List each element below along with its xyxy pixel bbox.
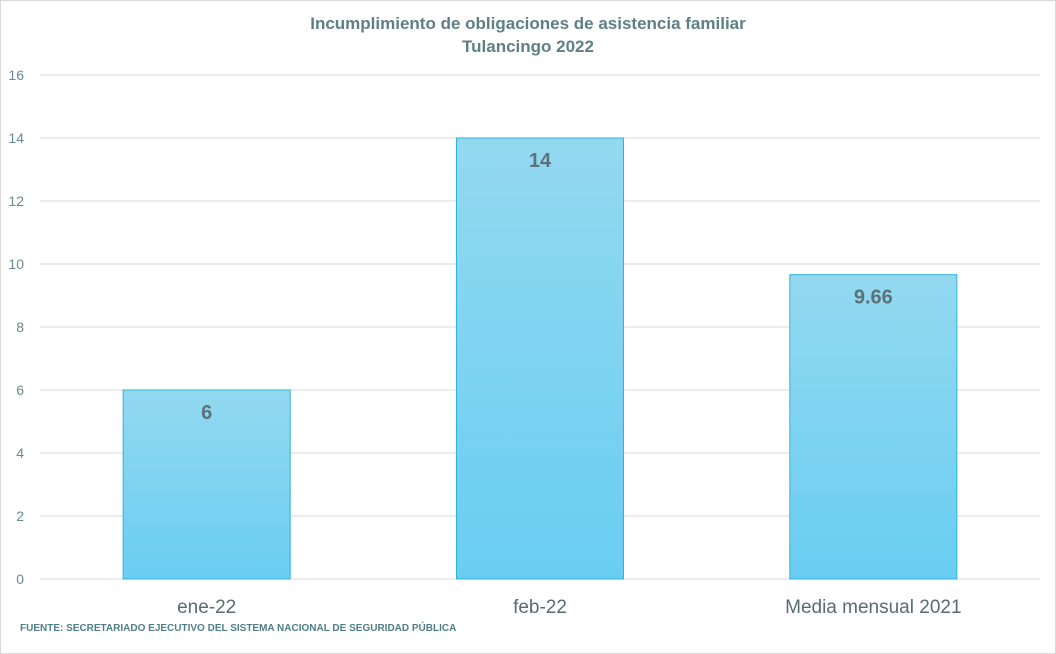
y-tick-label: 2: [16, 508, 24, 524]
data-label: 14: [529, 150, 552, 172]
y-tick-label: 16: [8, 67, 24, 83]
bars: [122, 137, 958, 580]
y-tick-label: 4: [16, 445, 24, 461]
data-label: 9.66: [854, 287, 893, 309]
chart-title-block: Incumplimiento de obligaciones de asiste…: [0, 12, 1056, 58]
y-tick-label: 10: [8, 256, 24, 272]
y-tick-label: 6: [16, 382, 24, 398]
bar: [456, 137, 624, 580]
source-note: FUENTE: SECRETARIADO EJECUTIVO DEL SISTE…: [20, 623, 457, 634]
bar: [122, 389, 291, 580]
y-tick-label: 14: [8, 130, 24, 146]
x-category-label: Media mensual 2021: [785, 597, 961, 618]
x-category-label: ene-22: [177, 597, 236, 618]
bar: [789, 274, 958, 580]
y-tick-label: 0: [16, 571, 24, 587]
chart-title: Incumplimiento de obligaciones de asiste…: [310, 14, 746, 33]
y-tick-label: 8: [16, 319, 24, 335]
y-tick-label: 12: [8, 193, 24, 209]
x-category-label: feb-22: [513, 597, 567, 618]
data-label: 6: [201, 402, 212, 424]
y-axis-ticks: 0 2 4 6 8 10 12 14 16: [8, 67, 24, 587]
data-labels: 6 14 9.66: [201, 150, 893, 424]
x-axis-categories: ene-22 feb-22 Media mensual 2021: [177, 597, 961, 618]
chart-subtitle: Tulancingo 2022: [462, 37, 594, 56]
